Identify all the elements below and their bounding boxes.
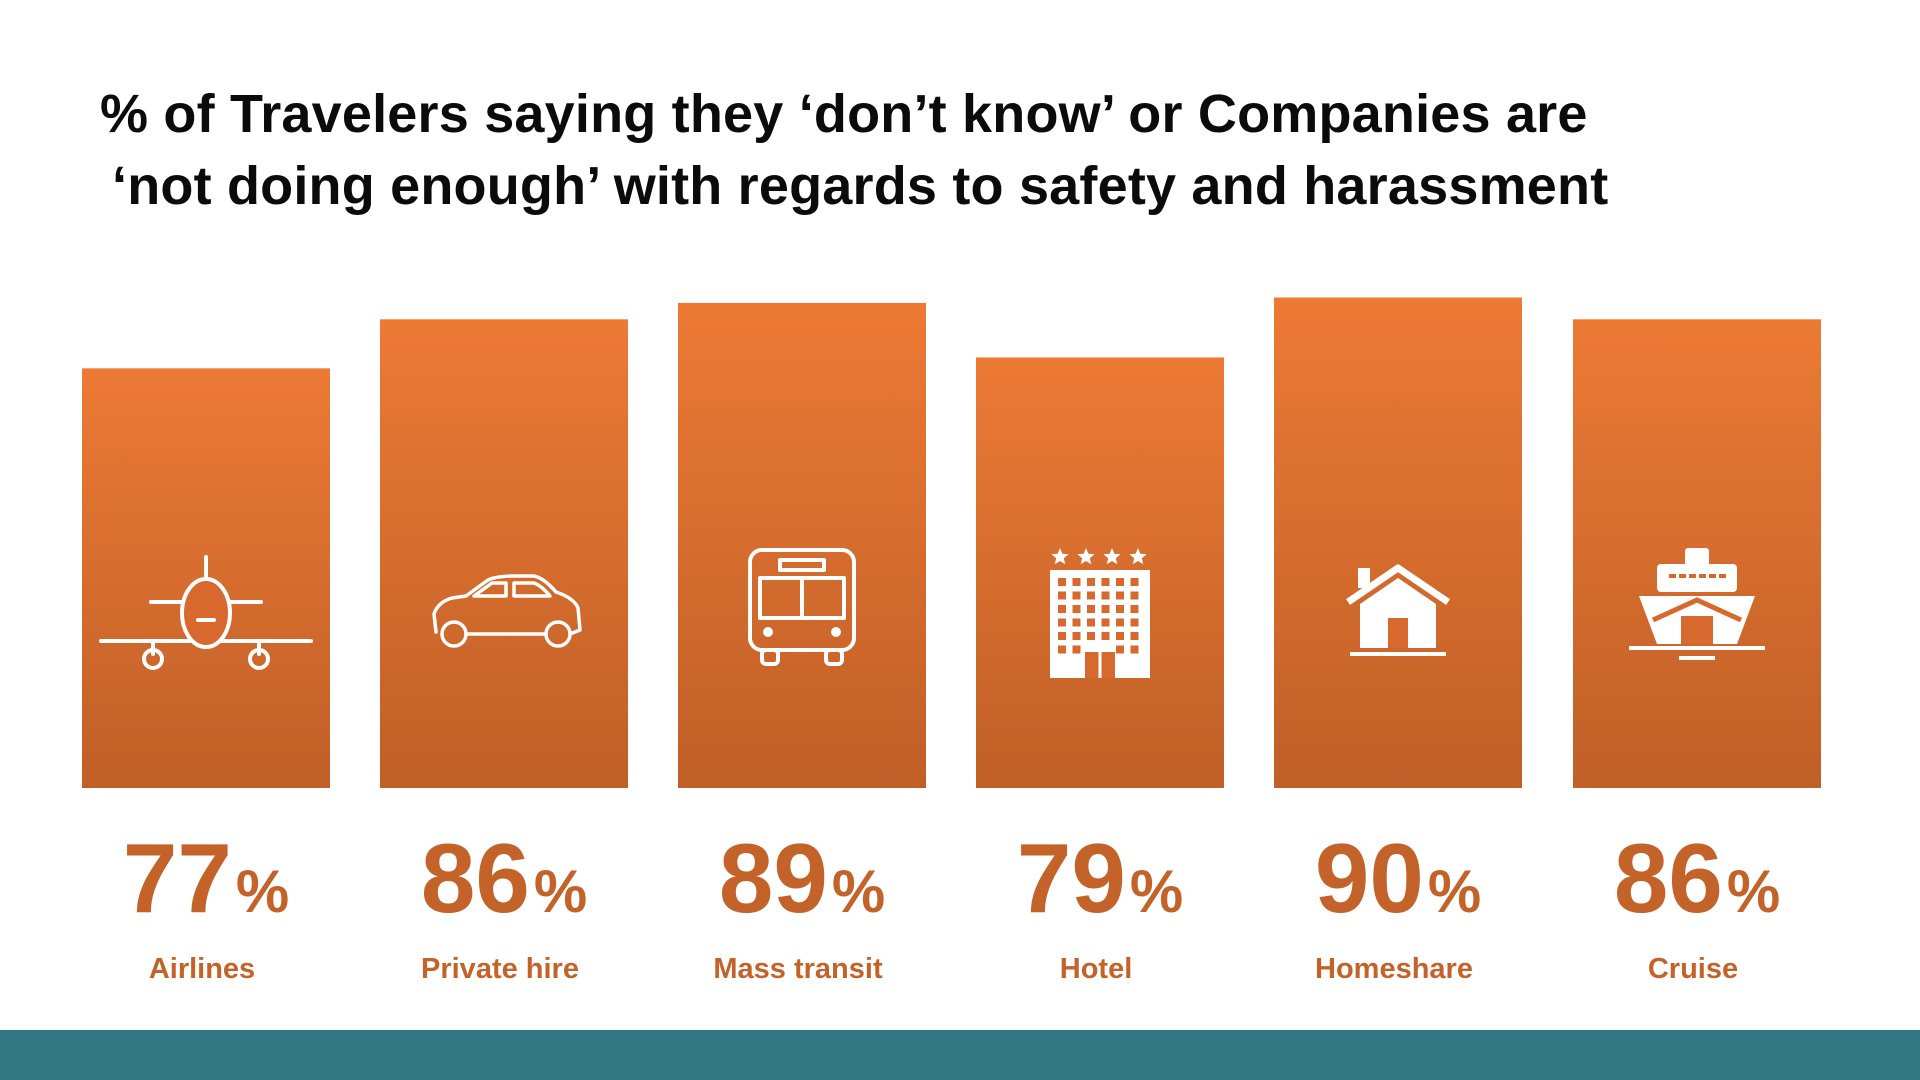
- car-icon: [432, 574, 582, 648]
- value-label: 89%: [719, 823, 885, 933]
- category-label: Homeshare: [1315, 953, 1473, 985]
- ship-icon: [1629, 548, 1765, 660]
- bars-layer: [82, 297, 1821, 788]
- bar-chart: 77% 86% 89% 79% 90% 86% Airlines Private hire M…: [82, 297, 1821, 985]
- category-label: Hotel: [1060, 953, 1133, 985]
- chart-title-line-2: ‘not doing enough’ with regards to safet…: [112, 156, 1609, 216]
- bar-private-hire: [380, 319, 628, 788]
- chart-title-line-1: % of Travelers saying they ‘don’t know’ …: [100, 84, 1588, 144]
- values-layer: 77% 86% 89% 79% 90% 86%: [123, 823, 1780, 933]
- value-label: 86%: [1614, 823, 1780, 933]
- value-label: 86%: [421, 823, 587, 933]
- labels-layer: Airlines Private hire Mass transit Hotel Hom…: [149, 953, 1738, 985]
- chart-title: % of Travelers saying they ‘don’t know’ …: [100, 78, 1860, 222]
- category-label: Private hire: [421, 953, 579, 985]
- value-label: 90%: [1315, 823, 1481, 933]
- icons-layer: [99, 548, 1765, 678]
- hotel-icon: [1050, 548, 1150, 678]
- footer-band: [0, 1030, 1920, 1080]
- category-label: Airlines: [149, 953, 255, 985]
- category-label: Cruise: [1648, 953, 1738, 985]
- airplane-icon: [99, 555, 313, 670]
- category-label: Mass transit: [713, 953, 883, 985]
- value-label: 79%: [1017, 823, 1183, 933]
- bus-icon: [748, 548, 856, 666]
- bar-homeshare: [1274, 297, 1522, 788]
- value-label: 77%: [123, 823, 289, 933]
- house-icon: [1346, 564, 1450, 656]
- bar-mass-transit: [678, 302, 926, 788]
